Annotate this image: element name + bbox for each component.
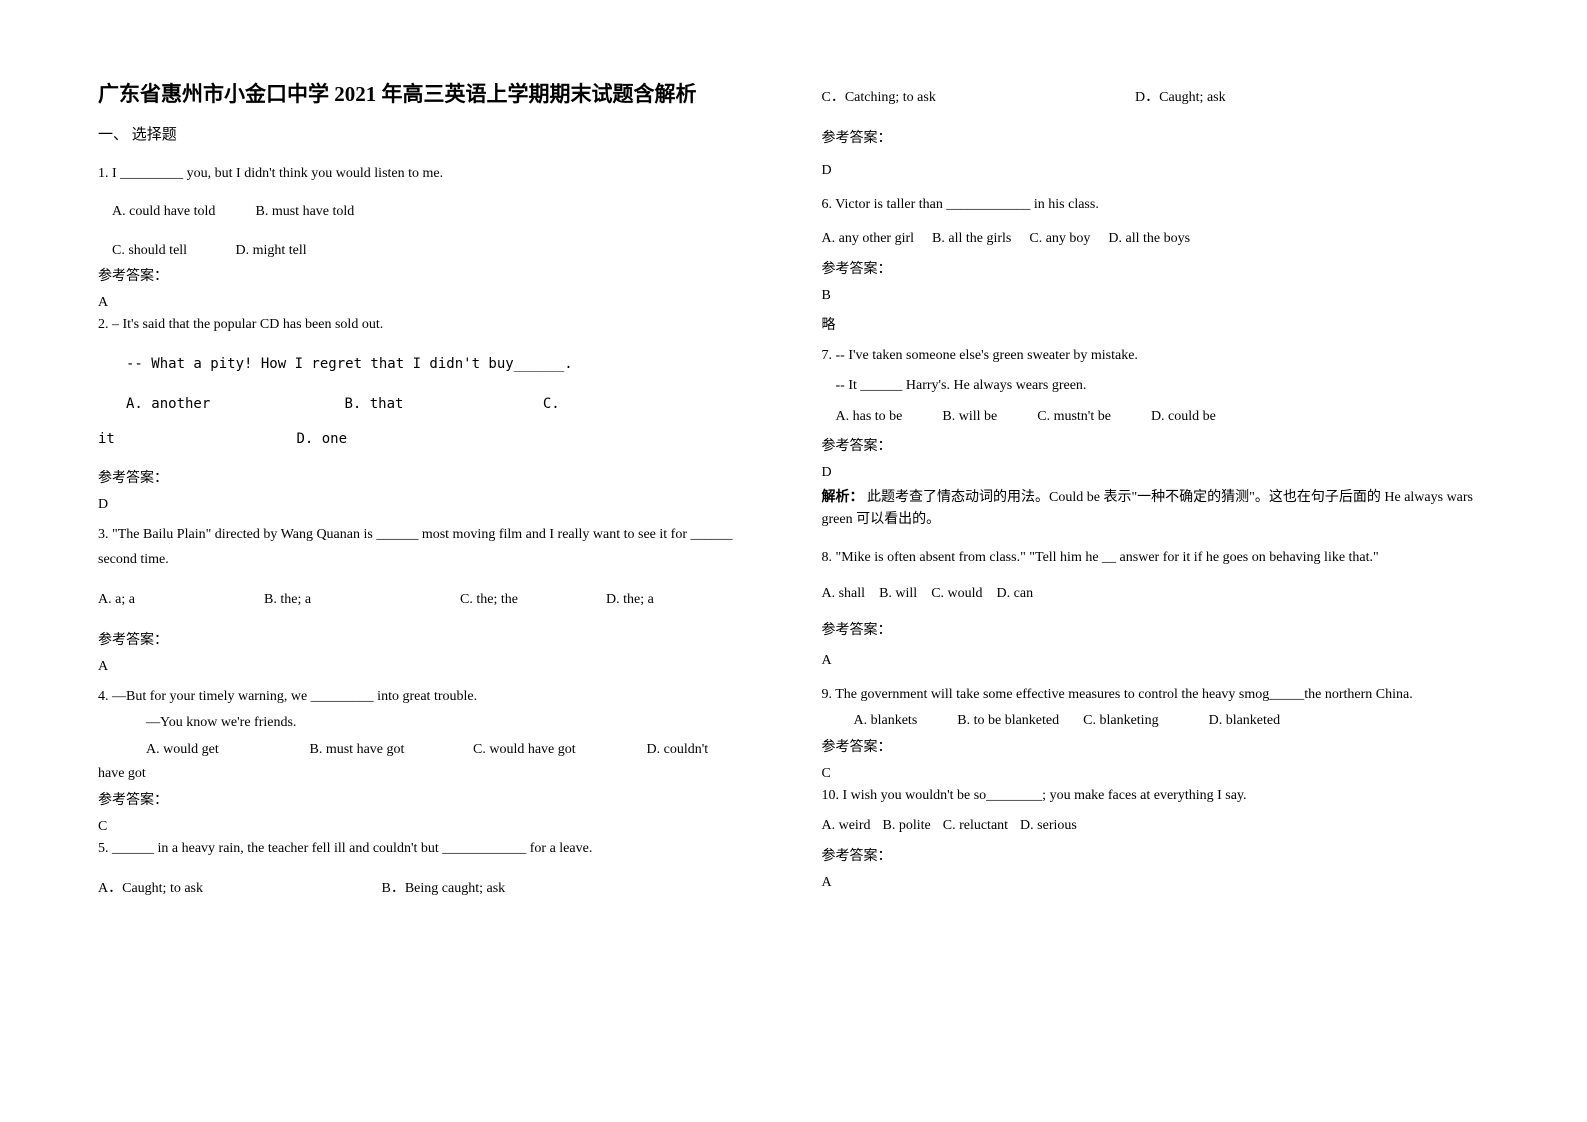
q10-answer: A (822, 875, 1490, 891)
q2-opt-a: A. another (126, 392, 336, 417)
question-5: 5. ______ in a heavy rain, the teacher f… (98, 837, 766, 902)
q7-explain-text: 此题考查了情态动词的用法。Could be 表示"一种不确定的猜测"。这也在句子… (822, 490, 1474, 527)
q1-answer: A (98, 295, 766, 311)
q8-answer: A (822, 653, 1490, 669)
question-9: 9. The government will take some effecti… (822, 683, 1490, 734)
q1-opt-d: D. might tell (236, 243, 307, 258)
section-heading: 一、 选择题 (98, 123, 766, 144)
q4-opt-b: B. must have got (310, 738, 470, 763)
q5-opt-c: C．Catching; to ask (822, 86, 1132, 111)
q3-opt-a: A. a; a (98, 588, 228, 613)
q7-stem2: -- It ______ Harry's. He always wears gr… (822, 374, 1490, 399)
q3-opt-b: B. the; a (264, 588, 424, 613)
question-1: 1. I _________ you, but I didn't think y… (98, 162, 766, 264)
question-5-cont: C．Catching; to ask D．Caught; ask (822, 86, 1490, 111)
q9-opt-a: A. blankets (854, 709, 918, 734)
q5-stem: 5. ______ in a heavy rain, the teacher f… (98, 837, 766, 862)
q4-opt-a: A. would get (146, 738, 306, 763)
question-10: 10. I wish you wouldn't be so________; y… (822, 784, 1490, 839)
question-6: 6. Victor is taller than ____________ in… (822, 193, 1490, 252)
q7-answer: D (822, 465, 1490, 481)
q2-opt-b: B. that (344, 392, 534, 417)
q5-answer-label: 参考答案： (822, 127, 1490, 147)
q4-stem1: 4. —But for your timely warning, we ____… (98, 685, 766, 710)
q5-opt-a: A．Caught; to ask (98, 877, 378, 902)
q6-opt-b: B. all the girls (932, 227, 1011, 252)
q6-answer-label: 参考答案： (822, 258, 1490, 278)
q4-opt-d2: have got (98, 762, 766, 787)
q5-answer: D (822, 163, 1490, 179)
q1-opt-a: A. could have told (112, 200, 252, 225)
q10-stem: 10. I wish you wouldn't be so________; y… (822, 784, 1490, 809)
q6-omit: 略 (822, 314, 1490, 334)
q3-answer-label: 参考答案： (98, 629, 766, 649)
q4-answer: C (98, 819, 766, 835)
q10-opt-c: C. reluctant (943, 814, 1008, 839)
q9-stem: 9. The government will take some effecti… (822, 683, 1490, 708)
q3-answer: A (98, 659, 766, 675)
q6-answer: B (822, 288, 1490, 304)
q9-opt-d: D. blanketed (1209, 709, 1281, 734)
q2-opt-c2: it (98, 427, 288, 452)
q6-opt-d: D. all the boys (1108, 227, 1190, 252)
question-8: 8. "Mike is often absent from class." "T… (822, 546, 1490, 607)
q2-stem: 2. – It's said that the popular CD has b… (98, 313, 766, 338)
q1-answer-label: 参考答案： (98, 265, 766, 285)
q8-opt-b: B. will (879, 582, 917, 607)
question-3: 3. "The Bailu Plain" directed by Wang Qu… (98, 523, 766, 613)
q4-opt-d: D. couldn't (647, 742, 709, 757)
q3-opt-c: C. the; the (460, 588, 570, 613)
q4-opt-c: C. would have got (473, 738, 643, 763)
q10-opt-b: B. polite (883, 814, 931, 839)
q2-answer-label: 参考答案： (98, 467, 766, 487)
q2-opt-c: C. (543, 396, 560, 412)
q6-stem: 6. Victor is taller than ____________ in… (822, 193, 1490, 218)
q6-opt-a: A. any other girl (822, 227, 915, 252)
q9-answer-label: 参考答案： (822, 736, 1490, 756)
question-7: 7. -- I've taken someone else's green sw… (822, 344, 1490, 430)
q1-opt-b: B. must have told (256, 204, 355, 219)
q7-opt-a: A. has to be (836, 405, 903, 430)
q8-stem: 8. "Mike is often absent from class." "T… (822, 546, 1490, 571)
explain-label: 解析： (822, 490, 864, 505)
question-2: 2. – It's said that the popular CD has b… (98, 313, 766, 451)
q1-opt-c: C. should tell (112, 239, 232, 264)
q6-opt-c: C. any boy (1029, 227, 1090, 252)
q10-opt-d: D. serious (1020, 814, 1077, 839)
right-column: C．Catching; to ask D．Caught; ask 参考答案： D… (822, 78, 1490, 1092)
q7-opt-d: D. could be (1151, 405, 1216, 430)
q9-opt-b: B. to be blanketed (957, 709, 1059, 734)
q2-answer: D (98, 497, 766, 513)
q7-stem1: 7. -- I've taken someone else's green sw… (822, 344, 1490, 369)
q10-answer-label: 参考答案： (822, 845, 1490, 865)
q2-line2: -- What a pity! How I regret that I didn… (98, 352, 766, 377)
q8-opt-c: C. would (931, 582, 982, 607)
q4-stem2: —You know we're friends. (98, 711, 766, 736)
q8-opt-d: D. can (997, 582, 1034, 607)
q5-opt-b: B．Being caught; ask (382, 881, 506, 896)
q3-opt-d: D. the; a (606, 588, 654, 613)
left-column: 广东省惠州市小金口中学 2021 年高三英语上学期期末试题含解析 一、 选择题 … (98, 78, 766, 1092)
q9-opt-c: C. blanketing (1083, 709, 1158, 734)
q9-answer: C (822, 766, 1490, 782)
q7-answer-label: 参考答案： (822, 435, 1490, 455)
q4-answer-label: 参考答案： (98, 789, 766, 809)
q5-opt-d: D．Caught; ask (1135, 90, 1226, 105)
q3-stem: 3. "The Bailu Plain" directed by Wang Qu… (98, 523, 766, 572)
q7-opt-c: C. mustn't be (1037, 405, 1111, 430)
q7-explain: 解析： 此题考查了情态动词的用法。Could be 表示"一种不确定的猜测"。这… (822, 487, 1490, 532)
q10-opt-a: A. weird (822, 814, 871, 839)
question-4: 4. —But for your timely warning, we ____… (98, 685, 766, 787)
page-title: 广东省惠州市小金口中学 2021 年高三英语上学期期末试题含解析 (98, 78, 766, 111)
q1-stem: 1. I _________ you, but I didn't think y… (98, 162, 766, 187)
q2-opt-d: D. one (296, 431, 347, 447)
q7-opt-b: B. will be (942, 405, 997, 430)
q8-opt-a: A. shall (822, 582, 866, 607)
q8-answer-label: 参考答案： (822, 619, 1490, 639)
